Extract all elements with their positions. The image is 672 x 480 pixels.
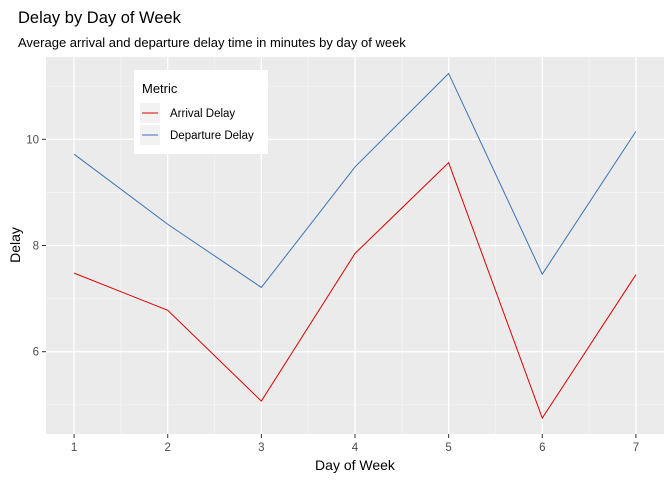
x-axis-ticks: 1 2 3 4 5 6 7 [71,434,639,454]
x-tick-label: 2 [165,442,171,454]
series-lines [73,72,637,420]
y-tick-label: 8 [33,241,39,253]
chart-title: Delay by Day of Week [18,9,182,27]
y-axis-title: Delay [7,227,23,263]
y-tick-label: 10 [26,134,39,146]
x-axis-title: Day of Week [315,457,396,473]
y-axis-ticks: 6 8 10 [26,134,46,359]
x-tick-label: 7 [633,442,639,454]
chart-subtitle: Average arrival and departure delay time… [18,35,406,50]
legend: Metric Arrival Delay Departure Delay [134,70,268,154]
legend-label-departure-delay: Departure Delay [170,130,254,142]
x-tick-label: 4 [352,442,359,454]
x-tick-label: 5 [445,442,451,454]
x-tick-label: 3 [258,442,264,454]
arrival-delay-line [73,161,637,420]
legend-title: Metric [142,81,178,96]
y-tick-label: 6 [33,347,39,359]
legend-label-arrival-delay: Arrival Delay [170,108,235,120]
departure-delay-line [73,72,637,289]
x-tick-label: 6 [539,442,545,454]
x-tick-label: 1 [71,442,77,454]
